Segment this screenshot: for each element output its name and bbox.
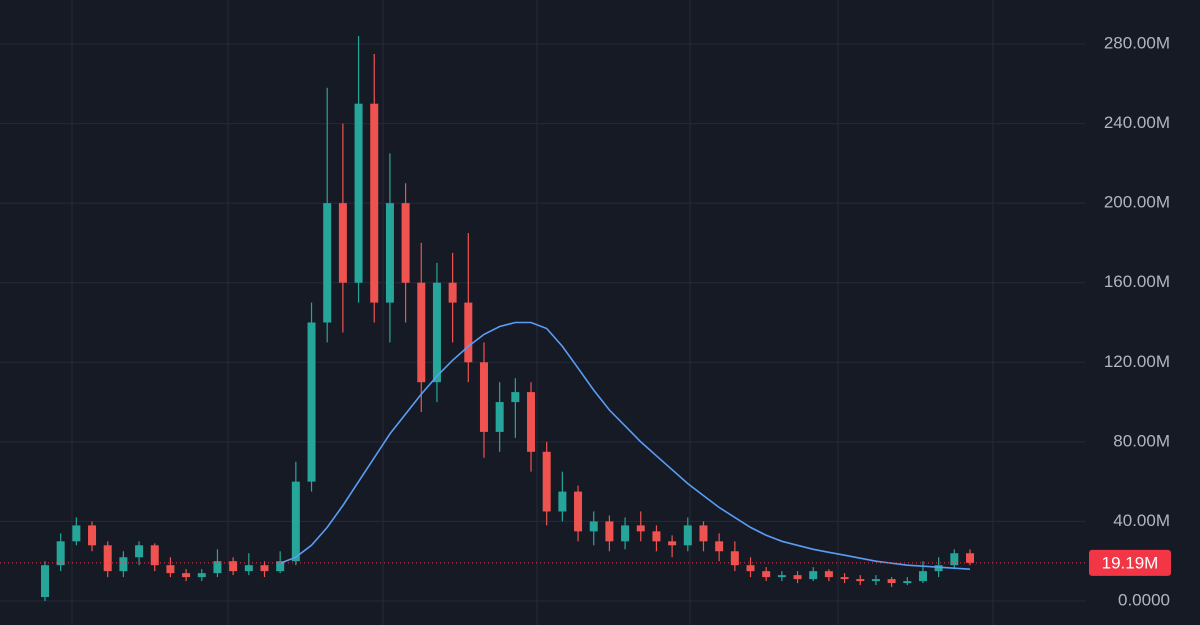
- price-label-box: [1089, 549, 1171, 576]
- candle-body: [495, 402, 504, 432]
- price-label: 19.19M: [1102, 553, 1159, 572]
- candle-body: [746, 565, 755, 572]
- candle-body: [934, 565, 943, 572]
- candle-body: [229, 561, 238, 572]
- candle-body: [652, 531, 661, 542]
- candle-body: [103, 545, 112, 572]
- candle-body: [41, 565, 49, 598]
- candle-body: [840, 577, 849, 580]
- candle-body: [589, 521, 598, 532]
- candle-body: [527, 392, 536, 452]
- candle-body: [260, 565, 269, 572]
- candle-body: [354, 103, 363, 283]
- candle-body: [762, 571, 771, 578]
- candle-body: [699, 525, 708, 542]
- candle-body: [715, 541, 724, 552]
- vertical-grid: [71, 0, 994, 625]
- candle-body: [432, 282, 441, 383]
- candle-body: [244, 565, 253, 572]
- candle-body: [150, 545, 159, 566]
- candle-body: [636, 525, 645, 532]
- candle-body: [918, 571, 927, 582]
- candle-body: [621, 525, 630, 542]
- candle-body: [464, 302, 473, 363]
- candle-body: [401, 203, 410, 283]
- moving-average: [279, 321, 971, 570]
- candle-body: [668, 541, 677, 546]
- y-tick-label: 240.00M: [1104, 113, 1170, 132]
- candle-body: [966, 553, 974, 563]
- y-tick-label: 40.00M: [1113, 511, 1170, 530]
- candle-body: [385, 203, 394, 303]
- y-tick-label: 0.0000: [1118, 590, 1170, 609]
- y-tick-label: 280.00M: [1104, 33, 1170, 52]
- candle-body: [323, 203, 332, 323]
- candle-body: [338, 203, 347, 283]
- candle-body: [824, 571, 833, 578]
- candle-body: [809, 571, 818, 580]
- candle-body: [793, 575, 802, 580]
- candle-body: [307, 322, 316, 482]
- candle-body: [856, 579, 865, 582]
- candle-body: [276, 561, 285, 572]
- y-tick-label: 200.00M: [1104, 193, 1170, 212]
- candle-body: [479, 362, 488, 432]
- y-tick-label: 120.00M: [1104, 352, 1170, 371]
- candle-body: [887, 579, 896, 584]
- candle-body: [605, 521, 614, 542]
- y-tick-label: 80.00M: [1113, 431, 1170, 450]
- candle-body: [197, 573, 206, 578]
- candle-body: [119, 557, 128, 572]
- candle-body: [448, 282, 457, 303]
- candle-body: [542, 451, 551, 512]
- candle-body: [871, 579, 880, 582]
- candle-body: [135, 545, 144, 558]
- candle-body: [166, 565, 175, 574]
- candle-body: [213, 561, 222, 574]
- candle-body: [574, 491, 583, 532]
- candle-body: [291, 481, 300, 562]
- y-tick-label: 160.00M: [1104, 272, 1170, 291]
- candle-body: [903, 581, 912, 584]
- candle-body: [558, 491, 567, 512]
- candle-body: [683, 525, 692, 546]
- candle-body: [417, 282, 426, 383]
- candle-body: [950, 553, 959, 566]
- candle-body: [370, 103, 379, 303]
- candle-body: [88, 525, 97, 546]
- candle-body: [777, 575, 786, 578]
- candle-body: [730, 551, 739, 566]
- candle-body: [182, 573, 191, 578]
- candle-body: [56, 541, 65, 566]
- candle-body: [72, 525, 81, 542]
- candle-body: [511, 392, 520, 403]
